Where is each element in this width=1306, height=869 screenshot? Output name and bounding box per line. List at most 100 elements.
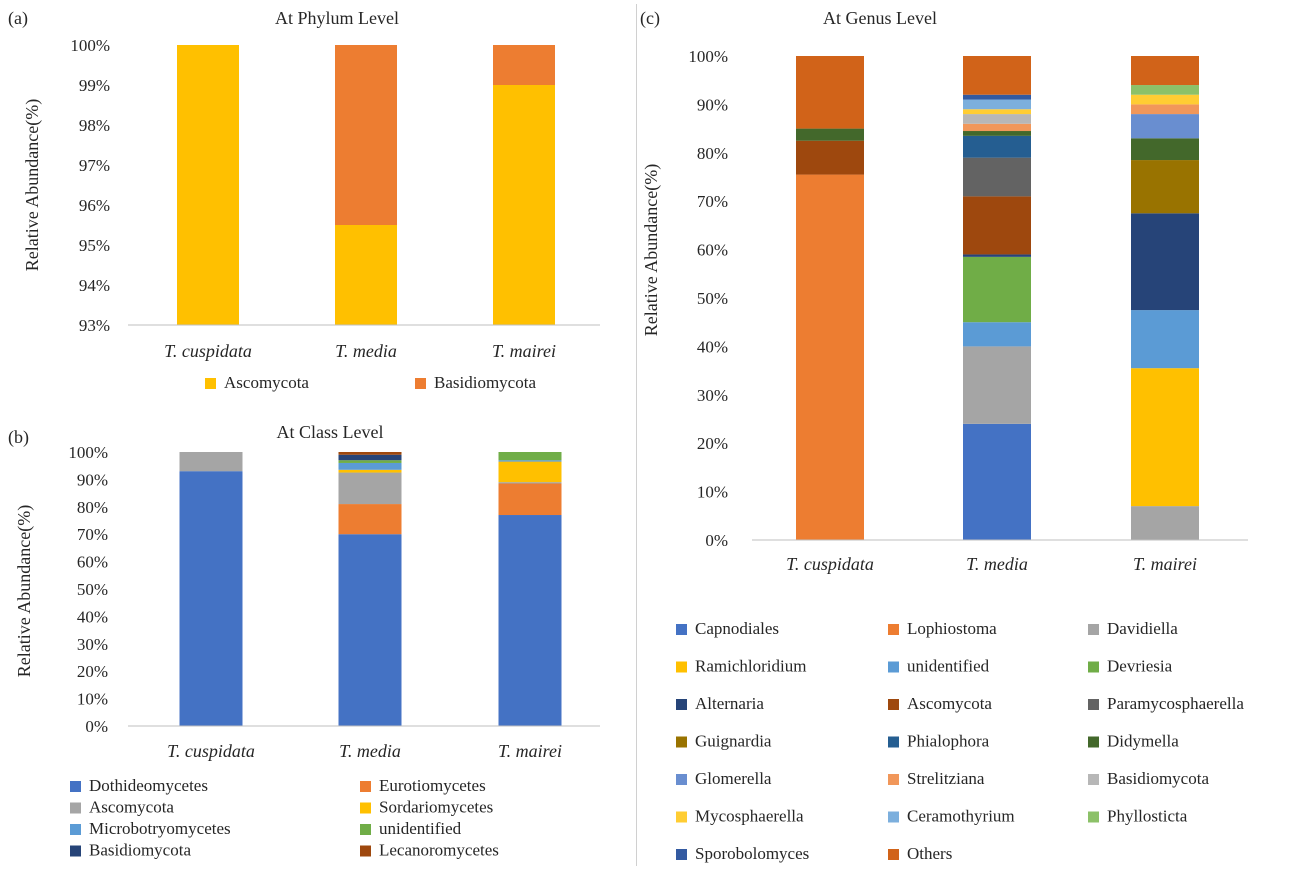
y-tick-label: 90% (77, 470, 108, 489)
chart-title-b: At Class Level (277, 422, 384, 442)
bar-stack-t-cuspidata (796, 56, 864, 540)
bar-segment-ascomycota (335, 225, 397, 325)
y-tick-label: 94% (79, 276, 110, 295)
legend-item-paramycosphaerella: Paramycosphaerella (1088, 694, 1244, 713)
bar-segment-unidentified (963, 322, 1031, 347)
legend-label: Glomerella (695, 769, 772, 788)
y-tick-label: 30% (697, 386, 728, 405)
bar-segment-glomerella (1131, 114, 1199, 139)
bar-segment-unidentified (1131, 310, 1199, 369)
y-tick-label: 93% (79, 316, 110, 335)
bar-segment-didymella (796, 128, 864, 141)
legend-item-glomerella: Glomerella (676, 769, 772, 788)
bar-segment-dothideomycetes (338, 534, 402, 726)
y-tick-label: 0% (705, 531, 728, 550)
legend-swatch (888, 661, 899, 673)
legend-label: Lecanoromycetes (379, 841, 499, 860)
legend-label: Paramycosphaerella (1107, 694, 1244, 713)
y-tick-label: 99% (79, 76, 110, 95)
legend-item-ascomycota: Ascomycota (70, 798, 174, 817)
class-chart: At Class Level Relative Abundance(%) 0% 1… (14, 422, 600, 860)
legend-swatch (70, 845, 81, 857)
y-tick-label: 10% (77, 690, 108, 709)
legend-swatch (888, 774, 899, 785)
chart-title-a: At Phylum Level (275, 8, 399, 28)
legend-swatch (1088, 774, 1099, 785)
bar-segment-ascomycota (493, 85, 555, 325)
x-category-label: T. mairei (1133, 554, 1197, 574)
legend-item-unidentified: unidentified (360, 819, 462, 838)
legend-swatch (1088, 811, 1099, 823)
panel-divider (636, 4, 637, 866)
x-category-label: T. media (339, 741, 401, 761)
legend-item-ceramothyrium: Ceramothyrium (888, 807, 1015, 826)
bar-segment-davidiella (963, 346, 1031, 424)
bar-segment-phialophora (963, 135, 1031, 158)
y-tick-label: 90% (697, 95, 728, 114)
legend-label: Ascomycota (89, 798, 174, 817)
y-tick-label: 0% (85, 717, 108, 736)
y-tick-label: 70% (77, 525, 108, 544)
bar-segment-ascomycota (963, 196, 1031, 255)
y-tick-label: 40% (77, 607, 108, 626)
bar-segment-sordariomycetes (338, 469, 402, 473)
legend-item-ramichloridium: Ramichloridium (676, 657, 806, 676)
legend-label: Eurotiomycetes (379, 776, 486, 795)
bar-segment-unidentified (338, 460, 402, 463)
bar-segment-capnodiales (963, 423, 1031, 540)
legend-item-phialophora: Phialophora (888, 732, 990, 751)
chart-title-c: At Genus Level (823, 8, 937, 28)
legend-item-unidentified: unidentified (888, 657, 990, 676)
bar-segment-sporobolomyces (963, 94, 1031, 100)
y-tick-label: 80% (697, 144, 728, 163)
bar-segment-basidiomycota (335, 45, 397, 225)
legend-swatch (1088, 661, 1099, 673)
legend-swatch (70, 781, 81, 792)
bar-stack-t-media (338, 452, 402, 726)
x-category-label: T. mairei (498, 741, 562, 761)
legend-swatch (676, 661, 687, 673)
legend-item-sordariomycetes: Sordariomycetes (360, 798, 493, 817)
bar-stack-t-cuspidata (179, 452, 243, 726)
legend-swatch (888, 736, 899, 748)
y-tick-label: 20% (77, 662, 108, 681)
legend-item-lecanoromycetes: Lecanoromycetes (360, 841, 499, 860)
legend-item-basidiomycota: Basidiomycota (70, 841, 191, 860)
bar-segment-alternaria (1131, 213, 1199, 311)
bar-segment-dothideomycetes (498, 515, 562, 726)
legend-swatch (676, 849, 687, 860)
legend-swatch (676, 811, 687, 823)
y-axis-label-a: Relative Abundance(%) (22, 99, 43, 271)
legend-swatch (205, 378, 216, 389)
y-tick-label: 60% (77, 553, 108, 572)
y-tick-label: 96% (79, 196, 110, 215)
y-tick-label: 95% (79, 236, 110, 255)
panel-label-b: (b) (8, 427, 29, 448)
x-category-label: T. cuspidata (786, 554, 874, 574)
bar-stack-t-mairei (493, 45, 555, 325)
bar-segment-sordariomycetes (498, 461, 562, 483)
y-axis-label-b: Relative Abundance(%) (14, 505, 35, 677)
legend-label: Ramichloridium (695, 657, 806, 676)
bar-segment-ascomycota (177, 45, 239, 325)
phylum-chart: At Phylum Level Relative Abundance(%) 93… (22, 8, 600, 392)
bar-segment-ceramothyrium (963, 99, 1031, 110)
bar-stack-t-mairei (498, 452, 562, 726)
legend-item-guignardia: Guignardia (676, 732, 772, 751)
y-axis-label-c: Relative Abundance(%) (641, 164, 662, 336)
legend-swatch (415, 378, 426, 389)
bar-segment-basidiomycota (338, 454, 402, 461)
legend-item-alternaria: Alternaria (676, 694, 764, 713)
bar-segment-lophiostoma (796, 174, 864, 540)
legend-label: Sporobolomyces (695, 844, 809, 863)
bar-stack-t-cuspidata (177, 45, 239, 325)
y-tick-label: 100% (70, 36, 110, 55)
bar-segment-mycosphaerella (963, 109, 1031, 115)
bar-segment-microbotryomycetes (338, 462, 402, 470)
legend-label: Devriesia (1107, 657, 1173, 676)
legend-item-lophiostoma: Lophiostoma (888, 619, 997, 638)
bar-segment-basidiomycota (963, 114, 1031, 124)
bar-segment-strelitziana (1131, 104, 1199, 115)
y-tick-label: 98% (79, 116, 110, 135)
